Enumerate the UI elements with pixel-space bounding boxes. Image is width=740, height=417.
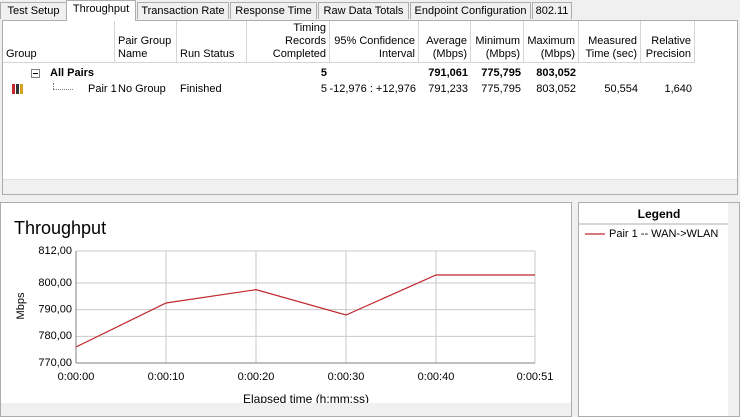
y-tick-label: 812,00 <box>38 245 72 257</box>
column-header-text: Measured Time (sec) <box>585 35 637 60</box>
table-cell: 803,052 <box>536 67 576 79</box>
y-tick-label: 790,00 <box>38 304 72 316</box>
table-cell: 1,640 <box>664 83 692 95</box>
x-axis-label: Elapsed time (h:mm:ss) <box>243 392 369 406</box>
column-header[interactable]: Measured Time (sec) <box>579 21 641 63</box>
column-header[interactable]: Relative Precision <box>641 21 695 63</box>
y-tick-label: 770,00 <box>38 357 72 369</box>
tree-line <box>53 89 73 91</box>
x-tick-label: 0:00:10 <box>148 371 185 383</box>
pair-icon <box>12 84 23 94</box>
tab[interactable]: Response Time <box>230 2 317 19</box>
column-header[interactable]: Run Status <box>177 21 247 63</box>
column-header-text: Maximum (Mbps) <box>527 35 575 60</box>
vertical-scrollbar[interactable] <box>728 203 739 416</box>
table-cell: 5 <box>320 83 327 95</box>
tab[interactable]: Raw Data Totals <box>318 2 409 19</box>
legend-title: Legend <box>638 207 681 221</box>
column-header[interactable]: 95% Confidence Interval <box>330 21 419 63</box>
table-cell: Finished <box>180 83 222 95</box>
x-tick-label: 0:00:00 <box>58 371 95 383</box>
tree-line <box>53 83 55 89</box>
table-cell: 775,795 <box>481 83 521 95</box>
legend: Legend Pair 1 -- WAN->WLAN <box>579 203 739 416</box>
tab[interactable]: Endpoint Configuration <box>410 2 531 19</box>
column-header-text: Run Status <box>180 48 235 60</box>
column-header[interactable]: Timing Records Completed <box>247 21 330 63</box>
column-header[interactable]: Average (Mbps) <box>419 21 471 63</box>
column-header-text: Timing Records Completed <box>272 22 326 60</box>
table-cell: 775,795 <box>481 67 521 79</box>
legend-entry: Pair 1 -- WAN->WLAN <box>609 228 718 240</box>
column-header-text: Pair Group Name <box>118 35 172 60</box>
column-header[interactable]: Minimum (Mbps) <box>471 21 524 63</box>
x-tick-label: 0:00:40 <box>418 371 455 383</box>
chart-title: Throughput <box>14 218 106 238</box>
column-header-text: Average (Mbps) <box>426 35 467 60</box>
tab[interactable]: Transaction Rate <box>137 2 229 19</box>
legend-panel: Legend Pair 1 -- WAN->WLAN <box>578 202 740 417</box>
x-tick-label: 0:00:51 <box>517 371 554 383</box>
x-tick-label: 0:00:30 <box>328 371 365 383</box>
tab[interactable]: Test Setup <box>0 2 67 19</box>
y-tick-label: 780,00 <box>38 330 72 342</box>
table-cell: -12,976 : +12,976 <box>329 83 416 95</box>
table-cell: 5 <box>320 67 327 79</box>
chart-panel: Throughput Elapsed time (h:mm:ss) Mbps 7… <box>0 202 572 417</box>
column-header[interactable]: Group <box>3 21 115 63</box>
y-tick-label: 800,00 <box>38 277 72 289</box>
table-cell: No Group <box>118 83 166 95</box>
table-cell: 803,052 <box>536 83 576 95</box>
tab[interactable]: Throughput <box>66 0 136 21</box>
column-header[interactable]: Maximum (Mbps) <box>524 21 579 63</box>
column-header-text: Relative Precision <box>645 35 691 60</box>
table-cell: All Pairs <box>50 67 95 79</box>
horizontal-scrollbar <box>1 403 571 416</box>
chart: Throughput Elapsed time (h:mm:ss) Mbps 7… <box>1 218 571 416</box>
x-tick-label: 0:00:20 <box>238 371 275 383</box>
table-cell: 791,061 <box>428 67 468 79</box>
column-header-text: Minimum (Mbps) <box>475 35 520 60</box>
table-cell: Pair 1 <box>88 83 117 95</box>
y-axis-label: Mbps <box>15 292 27 319</box>
table-cell: 791,233 <box>428 83 468 95</box>
column-header-text: Group <box>6 48 37 60</box>
column-header-text: 95% Confidence Interval <box>334 35 415 60</box>
table-cell: 50,554 <box>604 83 638 95</box>
column-header[interactable]: Pair Group Name <box>115 21 177 63</box>
results-table: Group Pair Group Name Run Status Timing Rec… <box>2 20 738 195</box>
horizontal-scrollbar[interactable] <box>3 179 737 194</box>
tab[interactable]: 802.11 <box>532 2 572 19</box>
collapse-toggle[interactable] <box>31 69 40 78</box>
series-line <box>75 274 535 348</box>
